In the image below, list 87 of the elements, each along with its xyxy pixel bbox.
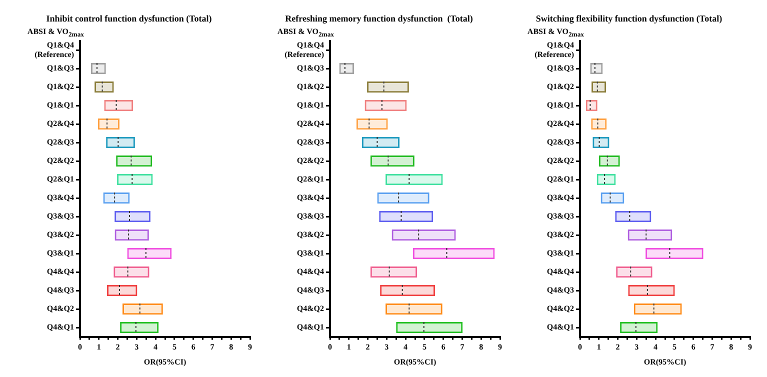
y-tick-label: Q1&Q1: [296, 100, 324, 110]
x-axis-title: OR(95%CI): [394, 357, 436, 366]
y-tick-label: Q4&Q4: [546, 267, 574, 276]
y-tick-label: Q4&Q4: [46, 267, 74, 276]
y-tick-label: Q4&Q1: [546, 322, 574, 332]
chart-title: Switching flexibility function dysfunction (Total): [536, 14, 722, 24]
y-tick-label: Q4&Q3: [46, 286, 74, 295]
y-tick-label: Q3&Q3: [296, 212, 324, 221]
x-tick-label: 6: [691, 342, 696, 352]
x-tick-label: 3: [134, 342, 139, 352]
x-tick-label: 4: [654, 342, 658, 352]
y-tick-label: Q3&Q2: [46, 230, 74, 240]
x-tick-label: 0: [578, 342, 582, 352]
y-tick-label: Q1&Q4 (Reference): [534, 40, 574, 59]
y-tick-label: Q3&Q3: [46, 212, 74, 221]
chart-title: Refreshing memory function dysfunction (Total): [285, 14, 473, 24]
x-tick-label: 9: [248, 342, 252, 352]
y-tick-label: Q1&Q3: [46, 64, 74, 73]
y-tick-label: Q3&Q4: [296, 193, 324, 202]
x-tick-label: 2: [366, 342, 370, 352]
x-tick-label: 6: [441, 342, 446, 352]
y-tick-label: Q4&Q3: [546, 286, 574, 295]
y-tick-label: Q4&Q1: [296, 322, 324, 332]
y-axis-title: ABSI & VO$_{2max}$: [26, 27, 84, 41]
x-tick-label: 1: [596, 342, 601, 352]
x-tick-label: 1: [346, 342, 351, 352]
x-tick-label: 3: [384, 342, 389, 352]
y-tick-label: Q4&Q2: [546, 304, 574, 314]
y-tick-label: Q4&Q1: [46, 322, 74, 332]
y-tick-label: Q1&Q1: [546, 100, 574, 110]
y-axis-title: ABSI & VO$_{2max}$: [526, 27, 584, 41]
x-tick-label: 8: [479, 342, 484, 352]
x-tick-label: 8: [229, 342, 234, 352]
y-tick-label: Q2&Q3: [546, 138, 574, 147]
y-tick-label: Q1&Q4 (Reference): [34, 40, 74, 59]
y-tick-label: Q4&Q2: [296, 304, 324, 314]
x-tick-label: 5: [172, 342, 176, 352]
y-tick-label: Q2&Q1: [546, 174, 574, 184]
y-tick-label: Q1&Q2: [546, 82, 574, 92]
x-tick-label: 7: [460, 342, 464, 352]
x-tick-label: 2: [116, 342, 120, 352]
y-tick-label: Q2&Q4: [546, 119, 574, 128]
y-tick-label: Q2&Q2: [296, 156, 324, 166]
y-tick-label: Q2&Q2: [546, 156, 574, 166]
y-tick-label: Q1&Q3: [546, 64, 574, 73]
y-axis-title: ABSI & VO$_{2max}$: [276, 27, 334, 41]
x-tick-label: 5: [422, 342, 426, 352]
x-tick-label: 7: [710, 342, 714, 352]
x-axis-title: OR(95%CI): [644, 357, 686, 366]
x-tick-label: 0: [78, 342, 82, 352]
x-tick-label: 4: [404, 342, 408, 352]
y-tick-label: Q3&Q3: [546, 212, 574, 221]
y-tick-label: Q1&Q4 (Reference): [284, 40, 324, 59]
y-tick-label: Q3&Q1: [46, 248, 74, 258]
y-tick-label: Q1&Q3: [296, 64, 324, 73]
y-tick-label: Q3&Q4: [546, 193, 574, 202]
y-tick-label: Q3&Q2: [546, 230, 574, 240]
y-tick-label: Q4&Q3: [296, 286, 324, 295]
y-tick-label: Q1&Q2: [46, 82, 74, 92]
y-tick-label: Q4&Q4: [296, 267, 324, 276]
x-tick-label: 6: [191, 342, 196, 352]
x-tick-label: 8: [729, 342, 734, 352]
x-tick-label: 9: [498, 342, 502, 352]
x-tick-label: 4: [154, 342, 158, 352]
chart-title: Inhibit control function dysfunction (Total): [46, 14, 212, 24]
x-tick-label: 0: [328, 342, 332, 352]
y-tick-label: Q2&Q3: [46, 138, 74, 147]
x-tick-label: 2: [616, 342, 620, 352]
y-tick-label: Q1&Q2: [296, 82, 324, 92]
y-tick-label: Q2&Q1: [296, 174, 324, 184]
x-tick-label: 3: [634, 342, 639, 352]
y-tick-label: Q3&Q1: [296, 248, 324, 258]
x-tick-label: 9: [748, 342, 752, 352]
y-tick-label: Q1&Q1: [46, 100, 74, 110]
x-tick-label: 5: [672, 342, 676, 352]
y-tick-label: Q3&Q4: [46, 193, 74, 202]
y-tick-label: Q4&Q2: [46, 304, 74, 314]
y-tick-label: Q3&Q2: [296, 230, 324, 240]
y-tick-label: Q3&Q1: [546, 248, 574, 258]
y-tick-label: Q2&Q1: [46, 174, 74, 184]
y-tick-label: Q2&Q3: [296, 138, 324, 147]
y-tick-label: Q2&Q4: [46, 119, 74, 128]
x-tick-label: 1: [96, 342, 101, 352]
x-axis-title: OR(95%CI): [144, 357, 186, 366]
y-tick-label: Q2&Q4: [296, 119, 324, 128]
x-tick-label: 7: [210, 342, 214, 352]
y-tick-label: Q2&Q2: [46, 156, 74, 166]
